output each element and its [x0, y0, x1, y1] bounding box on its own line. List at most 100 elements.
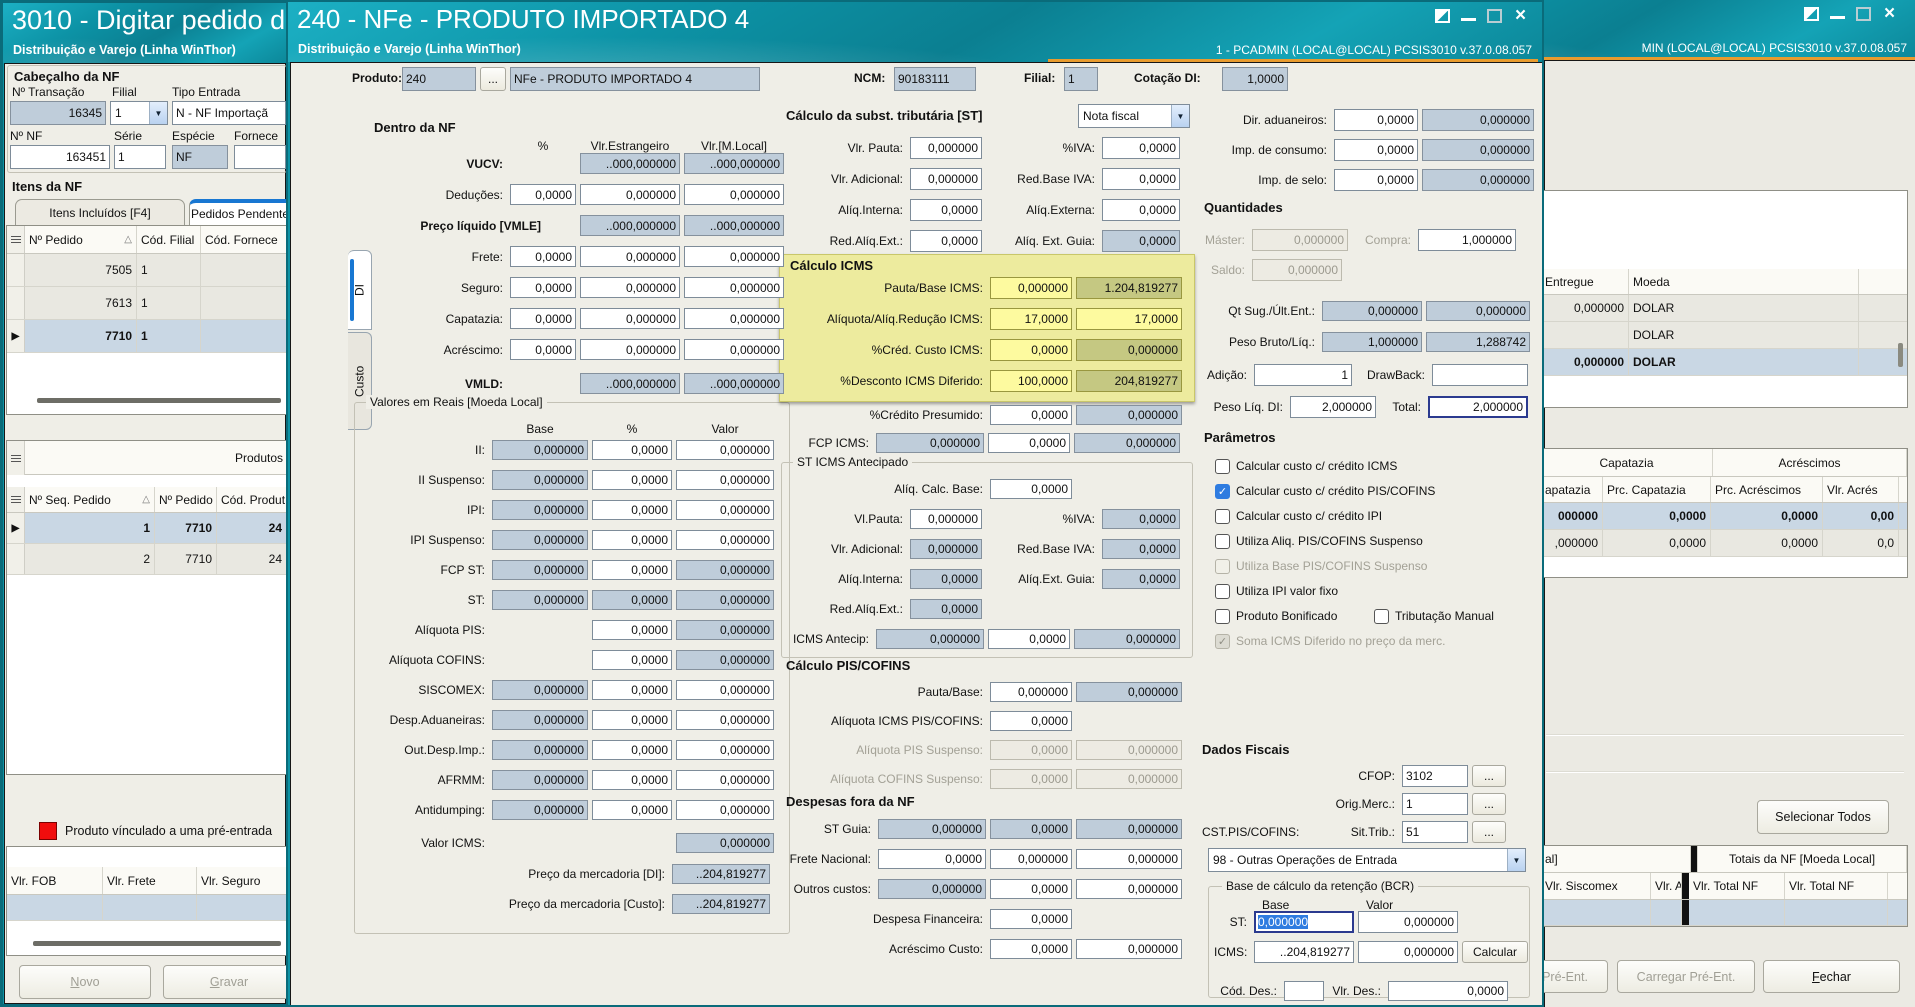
field[interactable]: 0,0000 — [510, 277, 576, 298]
field[interactable]: 0,0000 — [910, 230, 982, 252]
lookup-button[interactable]: ... — [1472, 821, 1506, 843]
table-row[interactable] — [7, 895, 287, 921]
field[interactable]: 0,000000 — [1076, 879, 1182, 899]
fechar-button[interactable]: Fechar — [1763, 960, 1900, 993]
novo-button[interactable]: Novo — [19, 965, 151, 999]
column-header[interactable]: Nº Seq. Pedido △ — [25, 487, 155, 512]
field[interactable]: 51 — [1402, 821, 1468, 843]
lookup-button[interactable]: ... — [1472, 765, 1506, 787]
field[interactable]: 0,0000 — [1102, 199, 1180, 221]
field[interactable]: 0,0000 — [592, 530, 672, 550]
field[interactable]: 0,0000 — [592, 770, 672, 790]
vertical-scrollbar[interactable] — [1898, 343, 1903, 367]
column-header[interactable]: Moeda — [1629, 269, 1859, 294]
field[interactable] — [1284, 981, 1324, 1001]
field[interactable]: 0,0000 — [592, 470, 672, 490]
table-row[interactable]: 7613 1 — [7, 287, 287, 320]
field[interactable]: 0,0000 — [1334, 169, 1418, 191]
field[interactable]: 0,0000 — [592, 710, 672, 730]
lookup-button[interactable]: ... — [1472, 793, 1506, 815]
gravar-button[interactable]: Gravar — [163, 965, 287, 999]
column-header[interactable]: Cód. Fornece — [201, 226, 287, 253]
field[interactable]: 0,000000 — [1358, 911, 1458, 933]
minimize-icon[interactable] — [1830, 9, 1845, 19]
field[interactable]: 0,000000 — [684, 277, 784, 298]
field[interactable]: 0,000000 — [684, 184, 784, 205]
column-header[interactable]: Vlr. Frete — [103, 867, 197, 894]
field[interactable]: 0,000000 — [990, 682, 1072, 702]
horizontal-scrollbar[interactable] — [33, 941, 281, 946]
field[interactable]: 0,0000 — [990, 479, 1072, 499]
restore-icon[interactable] — [1804, 7, 1819, 21]
tipo-entrada-combo[interactable]: N - NF Importaçã — [172, 101, 286, 125]
field[interactable]: 0,0000 — [990, 711, 1072, 731]
column-header[interactable]: Vlr. Seguro — [197, 867, 287, 894]
table-row[interactable]: DOLAR — [1541, 322, 1907, 349]
titlebar-3010[interactable]: 3010 - Digitar pedido de Distribuição e … — [3, 3, 287, 63]
field[interactable]: 0,0000 — [990, 939, 1072, 959]
field[interactable]: 0,0000 — [510, 308, 576, 329]
horizontal-scrollbar[interactable] — [37, 398, 281, 403]
field[interactable]: 0,0000 — [1102, 137, 1180, 159]
field[interactable]: 0,000000 — [990, 849, 1072, 869]
field[interactable] — [1432, 364, 1528, 386]
field[interactable]: 0,000000 — [676, 500, 774, 520]
field[interactable]: 0,000000 — [676, 470, 774, 490]
column-header[interactable]: Vlr. Total NF — [1689, 873, 1785, 899]
field[interactable]: 0,0000 — [990, 879, 1072, 899]
column-header[interactable]: Cód. Filial — [137, 226, 201, 253]
field[interactable]: 0,0000 — [510, 339, 576, 360]
field[interactable]: 1,000000 — [1418, 229, 1516, 251]
field[interactable]: 0,0000 — [592, 500, 672, 520]
tab-itens-incluidos[interactable]: Itens Incluídos [F4] — [15, 199, 185, 225]
cst-combo[interactable]: 98 - Outras Operações de Entrada ▼ — [1208, 848, 1526, 872]
field[interactable]: 0,0000 — [592, 560, 672, 580]
product-lookup-button[interactable]: ... — [480, 67, 506, 91]
chevron-down-icon[interactable]: ▼ — [1507, 849, 1525, 871]
column-header[interactable]: Prc. Capatazia — [1603, 477, 1711, 502]
chevron-down-icon[interactable]: ▼ — [1171, 105, 1189, 127]
checkbox[interactable] — [1215, 458, 1230, 474]
field[interactable]: 0,0000 — [1388, 981, 1508, 1001]
column-header[interactable]: Vlr. Acrés — [1823, 477, 1899, 502]
field[interactable]: 0,000000 — [676, 800, 774, 820]
field[interactable]: 0,000000 — [676, 680, 774, 700]
carregar-pre-ent-button[interactable]: Carregar Pré-Ent. — [1617, 960, 1755, 993]
field[interactable]: 0,000000 — [910, 168, 982, 190]
field[interactable]: 0,0000 — [592, 680, 672, 700]
field[interactable]: 3102 — [1402, 765, 1468, 787]
table-row[interactable]: 7505 1 — [7, 254, 287, 287]
field[interactable]: 1 — [1402, 793, 1468, 815]
nf-field[interactable]: 163451 — [10, 145, 110, 169]
selecionar-todos-button[interactable]: Selecionar Todos — [1757, 800, 1889, 834]
calcular-button[interactable]: Calcular — [1462, 941, 1528, 963]
table-row[interactable]: 2 7710 24 — [7, 544, 287, 575]
fornecedor-field[interactable] — [234, 145, 286, 169]
field[interactable]: 0,000000 — [580, 277, 680, 298]
field[interactable]: 2,000000 — [1290, 396, 1376, 418]
field[interactable]: 0,0000 — [1334, 139, 1418, 161]
chevron-down-icon[interactable]: ▼ — [149, 102, 167, 124]
table-row[interactable]: ,000000 0,0000 0,0000 0,0 — [1541, 530, 1907, 557]
field[interactable]: 0,000000 — [580, 184, 680, 205]
table-row[interactable]: 0,000000 DOLAR — [1541, 349, 1907, 376]
field[interactable]: 0,0000 — [592, 650, 672, 670]
column-header[interactable]: Prc. Acréscimos — [1711, 477, 1823, 502]
field[interactable]: 0,0000 — [988, 629, 1070, 649]
field[interactable]: 0,0000 — [990, 909, 1072, 929]
field[interactable]: 0,0000 — [592, 620, 672, 640]
table-row[interactable]: ▶ 1 7710 24 — [7, 513, 287, 544]
column-header[interactable]: Nº Pedido — [155, 487, 217, 512]
column-header[interactable]: Cód. Produt — [217, 487, 287, 512]
field[interactable]: 0,000000 — [1254, 911, 1354, 933]
field[interactable]: 2,000000 — [1428, 396, 1528, 418]
column-header[interactable]: apatazia — [1541, 477, 1603, 502]
field[interactable]: 0,000000 — [990, 277, 1072, 299]
field[interactable]: 0,000000 — [684, 246, 784, 267]
field[interactable]: 0,000000 — [676, 740, 774, 760]
checkbox[interactable] — [1215, 533, 1230, 549]
field[interactable]: 0,0000 — [988, 433, 1070, 453]
checkbox[interactable] — [1215, 508, 1230, 524]
table-row[interactable]: 000000 0,0000 0,0000 0,00 — [1541, 503, 1907, 530]
table-row[interactable] — [1541, 900, 1907, 926]
